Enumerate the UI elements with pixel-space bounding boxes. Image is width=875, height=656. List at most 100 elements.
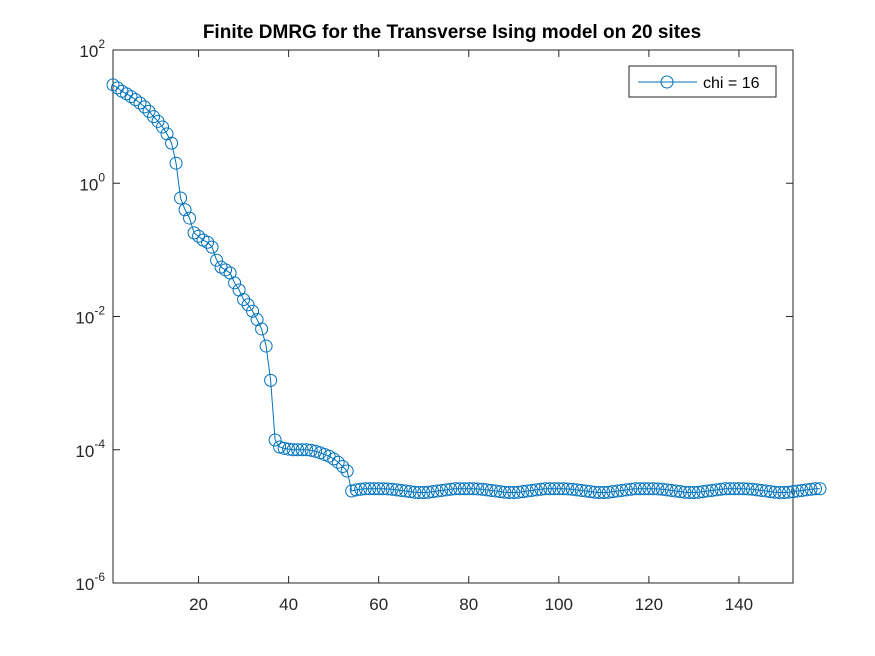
data-point xyxy=(791,484,804,498)
data-point xyxy=(606,485,620,499)
data-point xyxy=(723,482,737,496)
data-point xyxy=(277,441,291,455)
data-point xyxy=(597,486,611,500)
data-point xyxy=(241,298,255,312)
data-point xyxy=(651,482,665,496)
plot-area xyxy=(112,49,794,584)
data-point xyxy=(255,322,269,336)
legend-label: chi = 16 xyxy=(703,75,760,92)
data-point xyxy=(511,485,525,499)
data-point xyxy=(619,483,633,497)
y-tick-exponent: 0 xyxy=(98,170,105,184)
y-tick-base: 10 xyxy=(75,309,94,328)
data-point xyxy=(543,482,557,496)
data-point xyxy=(358,482,372,496)
data-point xyxy=(147,110,161,124)
data-point xyxy=(714,482,728,496)
data-point xyxy=(637,482,651,496)
data-point xyxy=(457,482,471,496)
data-point xyxy=(574,483,588,497)
data-point xyxy=(804,482,818,496)
y-tick-exponent: -6 xyxy=(94,570,105,584)
data-point xyxy=(165,136,179,150)
data-point xyxy=(390,483,404,497)
data-point xyxy=(516,485,530,499)
data-point xyxy=(331,455,345,469)
legend: chi = 16 xyxy=(628,65,777,98)
data-point xyxy=(471,482,485,496)
x-tick-label: 40 xyxy=(279,595,298,614)
x-tick-label: 140 xyxy=(725,595,753,614)
data-point xyxy=(601,485,615,499)
data-point xyxy=(466,482,480,496)
data-point xyxy=(439,483,453,497)
data-point xyxy=(111,81,124,95)
data-point xyxy=(205,240,219,254)
data-point xyxy=(786,485,800,499)
data-point xyxy=(169,156,183,170)
data-point xyxy=(795,483,809,497)
data-point xyxy=(718,482,732,496)
data-point xyxy=(408,485,422,499)
data-point xyxy=(300,443,314,457)
data-point xyxy=(430,484,444,498)
data-point xyxy=(138,100,152,114)
y-tick-exponent: 2 xyxy=(98,37,105,51)
data-point xyxy=(282,442,296,456)
data-point xyxy=(417,486,431,500)
data-point xyxy=(367,482,381,496)
data-point xyxy=(741,482,755,496)
data-point xyxy=(750,483,764,497)
data-point xyxy=(529,483,543,497)
data-point xyxy=(493,485,507,499)
y-tick-exponent: -2 xyxy=(94,304,105,318)
x-tick-label: 20 xyxy=(189,595,208,614)
data-point xyxy=(759,484,773,498)
data-point xyxy=(561,482,575,496)
data-point xyxy=(327,452,341,466)
data-point xyxy=(246,304,260,318)
data-point xyxy=(133,96,147,110)
data-point xyxy=(673,485,687,499)
data-point xyxy=(480,483,494,497)
y-tick-base: 10 xyxy=(79,42,98,61)
data-point xyxy=(475,482,489,496)
data-point xyxy=(210,253,224,267)
data-point xyxy=(129,93,143,107)
data-point xyxy=(412,486,426,500)
data-point xyxy=(502,486,516,500)
data-point xyxy=(183,211,197,225)
data-point xyxy=(664,483,678,497)
data-point xyxy=(570,483,584,497)
data-point xyxy=(800,483,814,497)
data-point xyxy=(669,484,683,498)
data-point xyxy=(700,484,714,498)
data-point xyxy=(453,482,467,496)
data-point xyxy=(624,482,638,496)
data-point xyxy=(462,482,476,496)
data-point xyxy=(768,485,782,499)
data-point xyxy=(565,482,579,496)
data-point xyxy=(507,486,521,500)
data-point xyxy=(336,460,350,474)
data-point xyxy=(772,486,786,500)
x-tick-label: 120 xyxy=(635,595,663,614)
data-point xyxy=(174,191,188,205)
data-point xyxy=(399,484,413,498)
series-chi-16 xyxy=(106,78,827,500)
data-point xyxy=(363,482,377,496)
x-tick-label: 80 xyxy=(459,595,478,614)
data-point xyxy=(588,485,602,499)
data-point xyxy=(304,443,318,457)
data-point xyxy=(142,104,156,118)
data-point xyxy=(813,482,827,496)
data-point xyxy=(237,292,251,306)
data-point xyxy=(610,484,624,498)
data-point xyxy=(403,485,417,499)
y-tick-base: 10 xyxy=(75,442,94,461)
data-point xyxy=(286,443,300,457)
data-point xyxy=(268,433,282,447)
y-tick-base: 10 xyxy=(79,175,98,194)
